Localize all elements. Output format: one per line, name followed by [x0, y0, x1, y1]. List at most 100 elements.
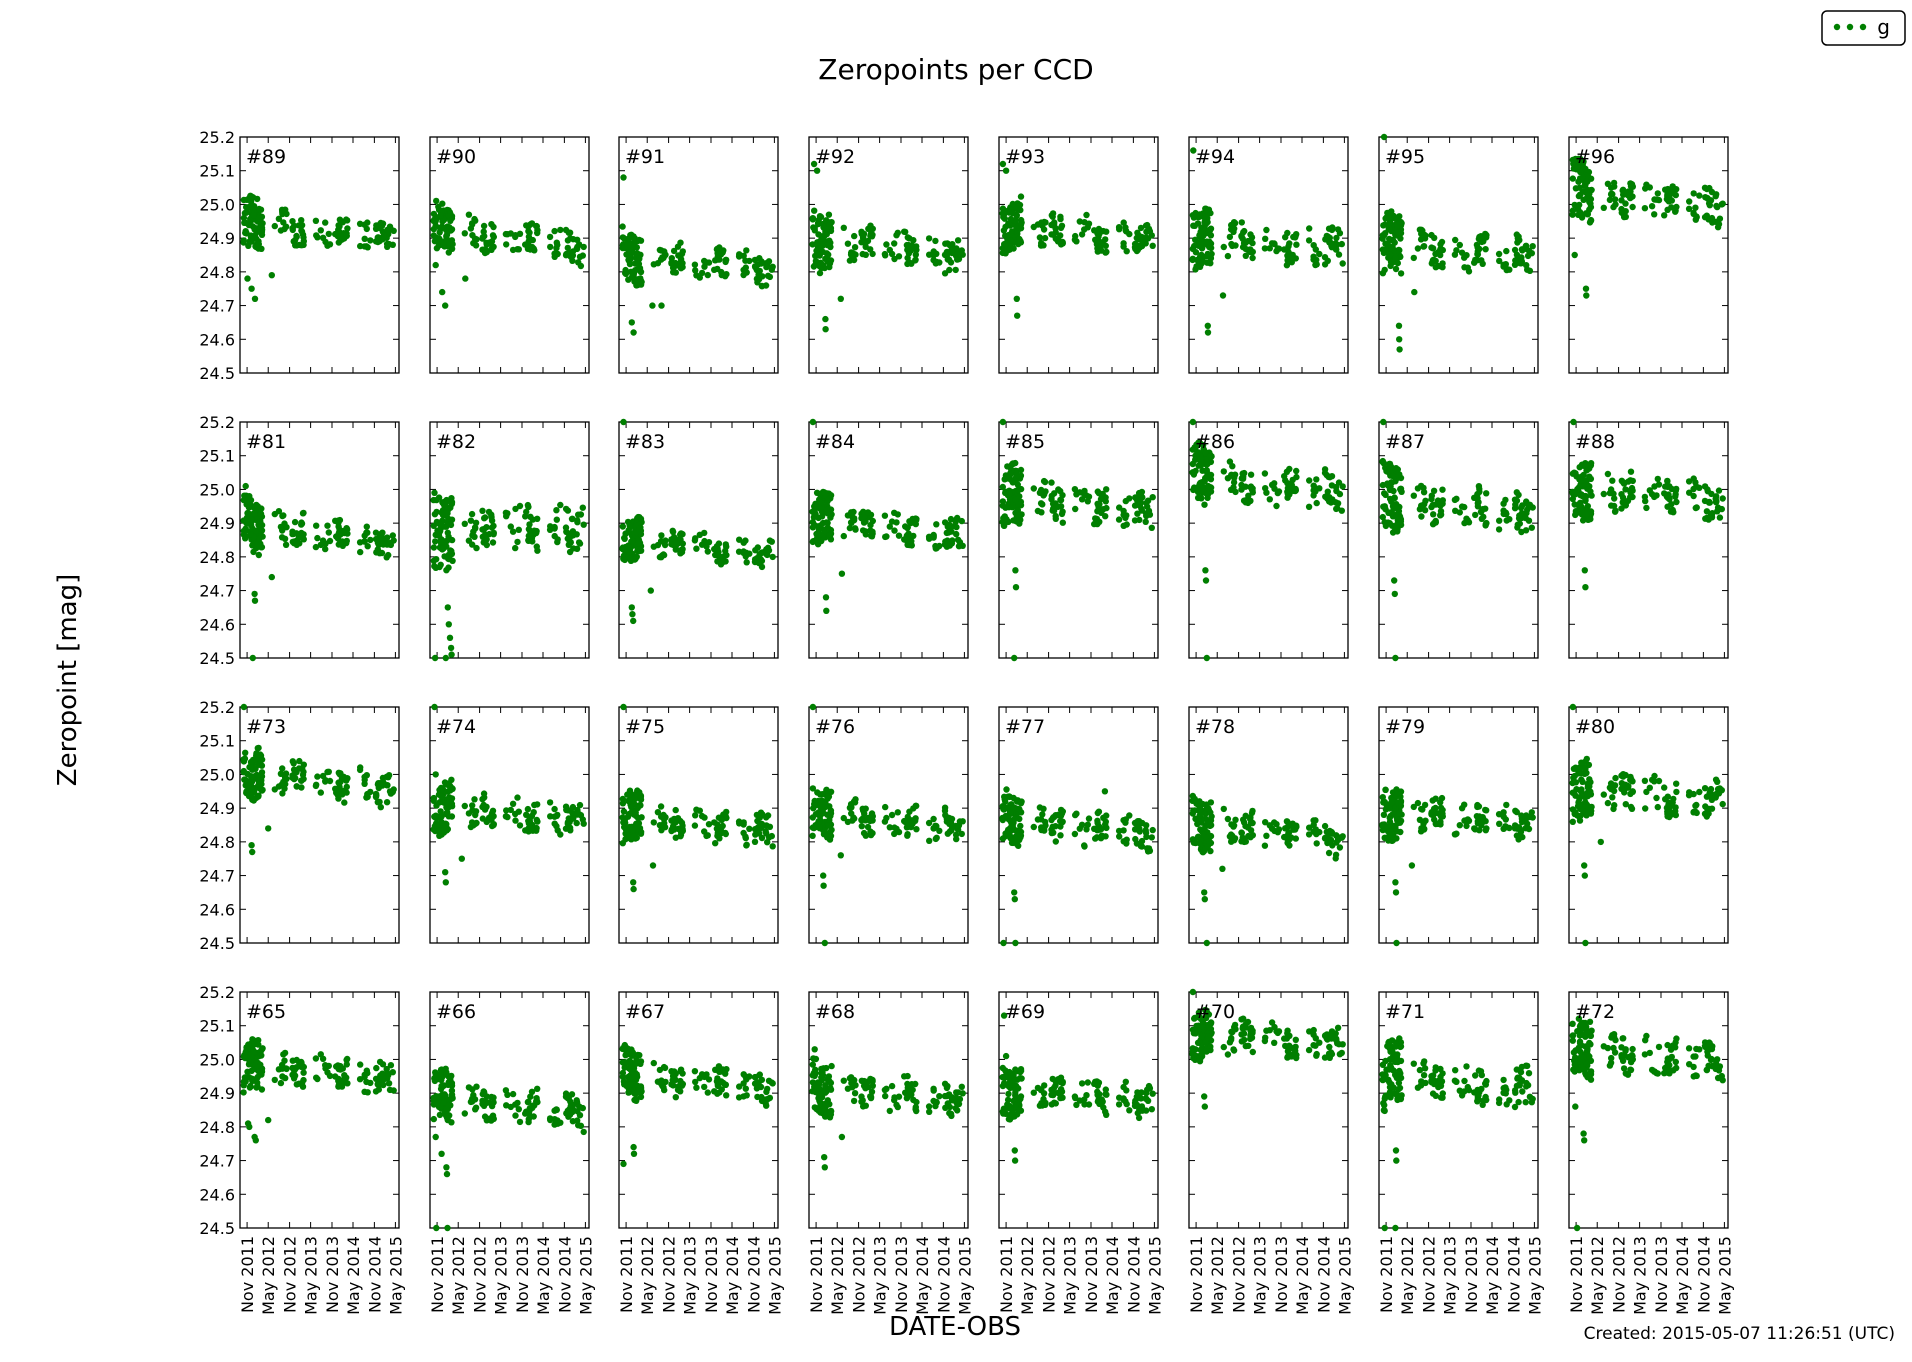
data-point [1670, 509, 1677, 516]
data-point [894, 229, 901, 236]
data-point [438, 536, 445, 543]
data-point [826, 263, 833, 271]
data-point [1476, 488, 1483, 495]
data-point [1410, 492, 1418, 499]
data-point [437, 521, 445, 528]
data-point [1015, 842, 1022, 849]
data-point [1242, 499, 1250, 506]
data-point [1052, 515, 1060, 522]
data-point [1714, 504, 1722, 511]
data-point [859, 815, 867, 822]
data-point [430, 225, 437, 233]
y-tick-label: 24.7 [199, 297, 235, 316]
data-point [1050, 505, 1057, 512]
data-point [1003, 786, 1010, 793]
data-point [1006, 808, 1014, 816]
data-point [481, 515, 488, 522]
data-point [636, 789, 643, 796]
data-point [1574, 164, 1581, 171]
data-point [322, 778, 329, 785]
data-point [715, 814, 723, 821]
data-point [557, 831, 564, 838]
data-point [1145, 845, 1153, 852]
data-point [339, 236, 346, 243]
data-point [525, 233, 533, 240]
data-point [1232, 816, 1239, 823]
data-point [299, 231, 307, 238]
data-point [509, 528, 517, 535]
data-point [822, 315, 829, 323]
data-point [444, 529, 451, 536]
data-point [636, 265, 643, 273]
data-point [1579, 493, 1587, 500]
data-point [953, 523, 960, 531]
data-point [249, 542, 256, 549]
data-point [1629, 183, 1637, 190]
data-point [716, 244, 723, 251]
data-point [1571, 251, 1578, 259]
data-point [649, 862, 657, 869]
data-point [1569, 211, 1576, 218]
data-point [932, 542, 939, 550]
data-point [1084, 821, 1092, 828]
data-point [816, 213, 824, 220]
data-point [820, 872, 827, 879]
data-point [1220, 468, 1228, 475]
data-point [1581, 567, 1589, 574]
data-point [1230, 822, 1238, 829]
data-point [1686, 198, 1693, 205]
data-point [1262, 235, 1269, 242]
data-point [674, 243, 682, 250]
data-point [1202, 815, 1209, 822]
ccd-panel-label: #83 [625, 431, 665, 453]
data-point [1586, 473, 1593, 480]
data-point [1585, 191, 1592, 199]
data-point [1036, 234, 1044, 241]
data-point [671, 536, 678, 543]
data-point [740, 819, 747, 826]
data-point [343, 232, 350, 240]
data-point [826, 803, 833, 810]
data-point [704, 832, 711, 839]
data-point [1381, 221, 1389, 228]
data-point [490, 223, 497, 231]
data-point [278, 534, 286, 541]
data-point [312, 543, 320, 551]
data-point [677, 263, 684, 271]
data-point [1293, 241, 1300, 248]
data-point [1139, 494, 1146, 501]
data-point [1054, 503, 1062, 510]
data-point [1206, 838, 1213, 845]
data-point [826, 817, 833, 824]
data-point [1705, 200, 1713, 207]
data-point [467, 517, 475, 524]
data-point [291, 775, 298, 783]
data-point [1396, 213, 1403, 220]
data-point [1202, 219, 1209, 226]
data-point [268, 573, 275, 581]
data-point [1016, 836, 1023, 843]
data-point [257, 223, 264, 230]
data-point [435, 203, 442, 210]
data-point [462, 275, 469, 282]
data-point [1013, 295, 1020, 302]
data-point [882, 803, 889, 811]
data-point [868, 233, 876, 240]
data-point [379, 529, 386, 536]
data-point [433, 508, 440, 516]
data-point [888, 250, 896, 258]
data-point [1393, 786, 1400, 793]
data-point [763, 263, 770, 271]
data-point [1009, 504, 1016, 511]
data-point [471, 533, 478, 540]
data-point [447, 547, 454, 554]
data-point [1648, 203, 1656, 210]
data-point [824, 510, 831, 517]
data-point [894, 511, 901, 518]
data-point [1228, 838, 1235, 845]
data-point [240, 237, 247, 244]
data-point [1224, 252, 1232, 260]
data-point [250, 212, 257, 219]
data-point [373, 792, 380, 799]
data-point [1194, 256, 1201, 264]
